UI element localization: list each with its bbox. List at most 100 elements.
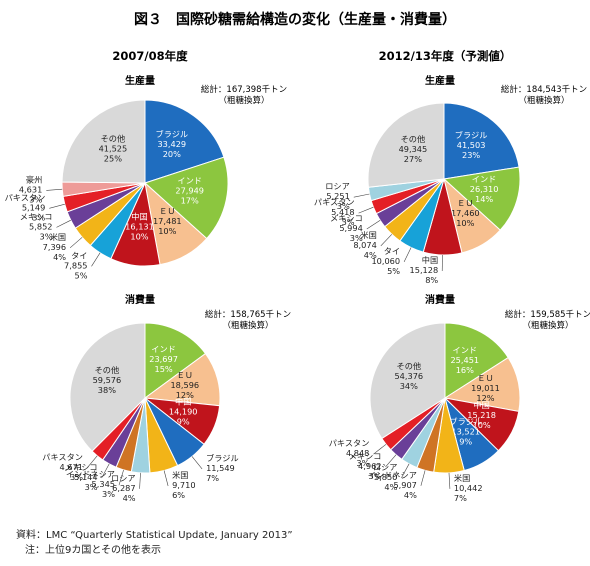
slice-label: 10% [158, 226, 176, 236]
slice-label: 10,060 [371, 256, 400, 266]
slice-label: メキシコ [20, 211, 53, 221]
pie-subtitle: 生産量 [425, 74, 455, 87]
slice-label: 6% [172, 490, 185, 500]
pie-slice [444, 322, 509, 399]
slice-label: ＥＵ [159, 206, 175, 216]
slice-label: 7,855 [64, 260, 87, 270]
leader-line [101, 463, 110, 479]
leader-line [373, 444, 387, 455]
slice-label: 5,251 [326, 191, 349, 201]
leader-line [91, 252, 101, 267]
slice-label: 8% [425, 275, 438, 285]
slice-label: 3% [40, 231, 53, 241]
slice-label: 16,131 [125, 221, 154, 231]
slice-label: 41,503 [457, 140, 486, 150]
slice-label: 米国 [172, 470, 188, 480]
slice-label: 豪州 [26, 174, 42, 184]
slice-label: 25% [104, 154, 122, 164]
slice-label: 18,596 [170, 380, 199, 390]
pie-slice [443, 102, 520, 180]
leader-line [366, 220, 381, 230]
leader-line [448, 472, 451, 489]
slice-label: ブラジル [455, 130, 488, 140]
slice-label: その他 [401, 134, 426, 144]
slice-label: メキシコ [349, 451, 382, 461]
footnote: 注：上位9カ国とその他を表示 [25, 545, 162, 556]
slice-label: ロシア [111, 473, 136, 483]
slice-label: 3% [102, 489, 115, 499]
pie-total-label: （粗糖換算） [218, 95, 269, 106]
slice-label: インドネシア [368, 470, 417, 480]
slice-label: 10% [456, 218, 474, 228]
slice-label: 中国 [131, 211, 147, 221]
leader-line [118, 469, 124, 486]
leader-line [46, 188, 63, 191]
slice-label: 27% [404, 154, 422, 164]
slice-label: 3% [85, 482, 98, 492]
slice-label: ブラジル [449, 417, 482, 427]
slice-label: 11,549 [206, 463, 235, 473]
slice-label: 54,376 [394, 371, 423, 381]
pie-slice [144, 156, 229, 240]
slice-label: その他 [95, 365, 120, 375]
slice-label: 5,418 [331, 207, 354, 217]
pie-slice [442, 166, 521, 231]
slice-label: タイ [384, 246, 400, 256]
slice-label: 6,287 [112, 483, 135, 493]
slice-label: 5% [75, 270, 88, 280]
slice-label: 米国 [454, 473, 470, 483]
slice-label: 9% [177, 416, 190, 426]
slice-label: 3% [350, 233, 363, 243]
slice-label: 3% [32, 212, 45, 222]
leader-line [139, 472, 141, 489]
slice-label: 5,850 [374, 472, 397, 482]
leader-line [385, 454, 397, 468]
slice-label: 27,949 [175, 185, 204, 195]
slice-label: 26,310 [470, 184, 499, 194]
slice-label: その他 [101, 134, 126, 144]
slice-label: 5,994 [339, 223, 362, 233]
slice-label: メキシコ [330, 213, 363, 223]
leader-line [403, 247, 412, 263]
pie-slice [69, 322, 146, 452]
slice-label: 13,521 [451, 427, 480, 437]
slice-label: 4% [384, 482, 397, 492]
leader-line [191, 456, 203, 470]
slice-label: 17,481 [153, 216, 182, 226]
slice-label: 17% [181, 195, 199, 205]
slice-label: ＥＵ [177, 370, 193, 380]
slice-label: 15% [154, 364, 172, 374]
slice-label: 米国 [360, 230, 376, 240]
slice-label: 9,710 [172, 480, 195, 490]
slice-label: インド [151, 344, 176, 354]
slice-label: ブラジル [206, 453, 239, 463]
period-label-2012: 2012/13年度（予測値） [379, 49, 512, 63]
slice-label: 4,631 [19, 184, 42, 194]
slice-label: 17,460 [451, 208, 480, 218]
slice-label: 5% [387, 266, 400, 276]
slice-label: 12% [176, 390, 194, 400]
period-label-2007: 2007/08年度 [112, 49, 188, 63]
slice-label: パキスタン [314, 197, 355, 207]
slice-label: 米国 [50, 232, 66, 242]
slice-label: 3% [356, 458, 369, 468]
leader-line [401, 463, 410, 479]
slice-label: 14% [475, 194, 493, 204]
pie-subtitle: 消費量 [125, 293, 155, 306]
slice-label: 19,011 [471, 383, 500, 393]
pie-total-label: （粗糖換算） [222, 320, 273, 331]
slice-label: インドネシア [66, 469, 115, 479]
slice-label: 7% [206, 473, 219, 483]
slice-label: 4,848 [346, 448, 369, 458]
slice-label: 4% [404, 490, 417, 500]
leader-line [380, 234, 393, 247]
slice-label: インド [177, 175, 202, 185]
pie-subtitle: 消費量 [425, 293, 455, 306]
slice-label: 4% [53, 252, 66, 262]
pie-slice [144, 99, 225, 184]
pie-total-label: （粗糖換算） [522, 320, 573, 331]
slice-label: 59,576 [93, 375, 122, 385]
slice-label: 7% [454, 493, 467, 503]
pie-total-label: 総計：158,765千トン [205, 309, 291, 320]
pie-total-label: 総計：184,543千トン [501, 84, 587, 95]
